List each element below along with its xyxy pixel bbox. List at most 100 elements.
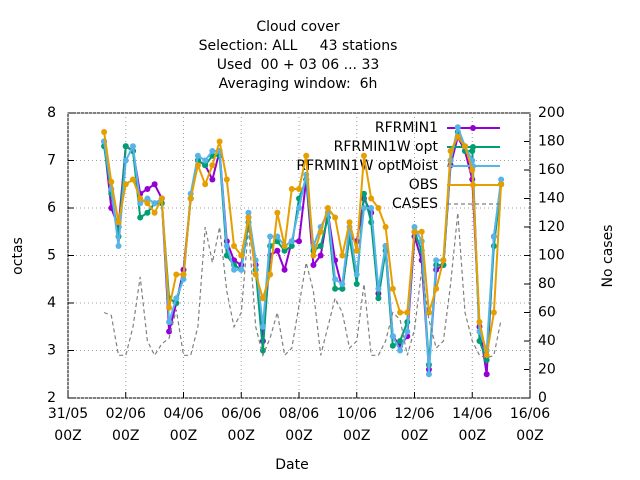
- data-point: [490, 309, 497, 316]
- data-point: [144, 209, 151, 216]
- x-tick-label: 00Z: [54, 428, 81, 444]
- y-tick-label: 7: [47, 153, 56, 169]
- x-tick-label: 00Z: [401, 428, 428, 444]
- data-point: [144, 200, 151, 207]
- y-tick-label: 2: [47, 390, 56, 406]
- data-point: [346, 219, 353, 226]
- data-point: [368, 205, 375, 211]
- x-tick-label: 06/06: [221, 406, 261, 422]
- data-point: [173, 295, 180, 302]
- x-tick-label: 00Z: [285, 428, 312, 444]
- data-point: [202, 181, 209, 188]
- data-point: [310, 262, 317, 268]
- y2-tick-label: 160: [538, 162, 565, 178]
- data-point: [281, 266, 288, 273]
- y-tick-label: 4: [47, 295, 56, 311]
- x-tick-label: 00Z: [112, 428, 139, 444]
- x-tick-label: 08/06: [279, 406, 319, 422]
- data-point: [238, 252, 245, 259]
- data-point: [389, 333, 396, 340]
- data-point: [129, 176, 136, 183]
- data-point: [433, 285, 440, 292]
- y2-tick-label: 100: [538, 248, 565, 264]
- data-point: [259, 295, 266, 302]
- legend-label: CASES: [392, 196, 438, 212]
- data-point: [375, 205, 382, 211]
- data-point: [216, 138, 223, 145]
- data-point: [332, 214, 339, 221]
- data-point: [144, 195, 151, 202]
- data-point: [129, 143, 136, 150]
- data-point: [202, 162, 209, 169]
- data-point: [425, 309, 432, 316]
- data-point: [490, 233, 497, 240]
- data-point: [122, 181, 129, 188]
- x-tick-label: 10/06: [337, 406, 377, 422]
- y-tick-label: 3: [47, 343, 56, 359]
- x-tick-label: 16/06: [510, 406, 550, 422]
- data-point: [166, 304, 173, 311]
- data-point: [202, 157, 209, 164]
- data-point: [317, 252, 324, 259]
- legend-marker: [470, 182, 476, 188]
- data-point: [382, 224, 389, 230]
- y-tick-label: 8: [47, 105, 56, 121]
- data-point: [194, 152, 201, 159]
- data-point: [447, 148, 454, 154]
- data-point: [274, 247, 281, 254]
- legend-marker: [470, 125, 476, 131]
- y-tick-label: 6: [47, 200, 56, 216]
- data-point: [158, 195, 165, 202]
- y-tick-label: 5: [47, 248, 56, 264]
- x-tick-label: 00Z: [459, 428, 486, 444]
- data-point: [231, 266, 238, 273]
- data-point: [324, 205, 331, 211]
- data-point: [483, 352, 490, 359]
- data-point: [339, 285, 346, 292]
- y2-tick-label: 40: [538, 333, 556, 349]
- data-point: [194, 162, 201, 169]
- data-point: [296, 186, 302, 192]
- data-point: [440, 257, 447, 264]
- data-point: [209, 148, 216, 154]
- data-point: [267, 271, 274, 278]
- data-point: [122, 143, 129, 150]
- x-tick-label: 00Z: [343, 428, 370, 444]
- data-point: [339, 281, 346, 287]
- data-point: [281, 243, 288, 249]
- data-point: [166, 319, 173, 325]
- y2-tick-label: 140: [538, 191, 565, 207]
- data-point: [389, 285, 396, 292]
- data-point: [389, 342, 396, 349]
- data-point: [498, 176, 505, 183]
- data-point: [245, 214, 252, 221]
- legend-label: OBS: [409, 177, 438, 193]
- chart-subtitle: Selection: ALL 43 stations: [199, 38, 398, 54]
- x-tick-label: 31/05: [48, 406, 88, 422]
- data-point: [411, 224, 418, 230]
- data-point: [317, 243, 324, 249]
- y2-tick-label: 200: [538, 105, 565, 121]
- data-point: [469, 167, 476, 173]
- data-point: [238, 266, 245, 273]
- data-point: [462, 143, 469, 150]
- data-point: [353, 271, 360, 278]
- data-point: [108, 178, 115, 185]
- data-point: [288, 238, 295, 245]
- chart-subtitle: Used 00 + 03 06 ... 33: [217, 57, 380, 73]
- data-point: [397, 338, 404, 344]
- series-line: [103, 131, 503, 356]
- y2-tick-label: 20: [538, 362, 556, 378]
- data-point: [353, 247, 360, 254]
- data-point: [245, 209, 252, 216]
- data-point: [281, 247, 288, 254]
- data-point: [137, 200, 144, 207]
- data-point: [223, 243, 230, 249]
- data-point: [252, 271, 259, 278]
- data-point: [115, 219, 122, 226]
- x-tick-label: 14/06: [452, 406, 492, 422]
- x-tick-label: 00Z: [516, 428, 543, 444]
- data-point: [317, 228, 324, 235]
- chart-title: Cloud cover: [256, 19, 340, 35]
